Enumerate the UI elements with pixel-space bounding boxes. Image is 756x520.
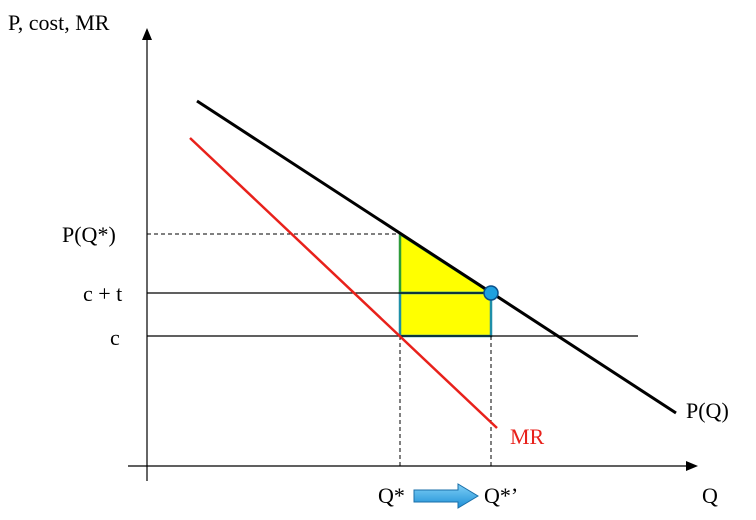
- y-axis-arrow-icon: [142, 28, 152, 40]
- y-axis-label: P, cost, MR: [8, 10, 110, 35]
- demand-curve: [196, 99, 677, 415]
- tick-p-qstar: P(Q*): [62, 222, 116, 247]
- x-axis-arrow-icon: [686, 461, 698, 471]
- tick-c: c: [110, 325, 120, 350]
- tick-q-star-prime: Q*’: [484, 483, 518, 508]
- right-arrow-icon: [413, 483, 479, 509]
- mr-curve-label: MR: [510, 424, 545, 449]
- demand-curve-label: P(Q): [686, 398, 729, 423]
- tax-rectangle: [398, 291, 493, 338]
- tick-c-plus-t: c + t: [83, 281, 122, 306]
- mr-curve: [189, 137, 498, 429]
- tick-q-star: Q*: [378, 483, 405, 508]
- equilibrium-point-icon: [483, 285, 499, 301]
- x-axis-label: Q: [702, 483, 718, 508]
